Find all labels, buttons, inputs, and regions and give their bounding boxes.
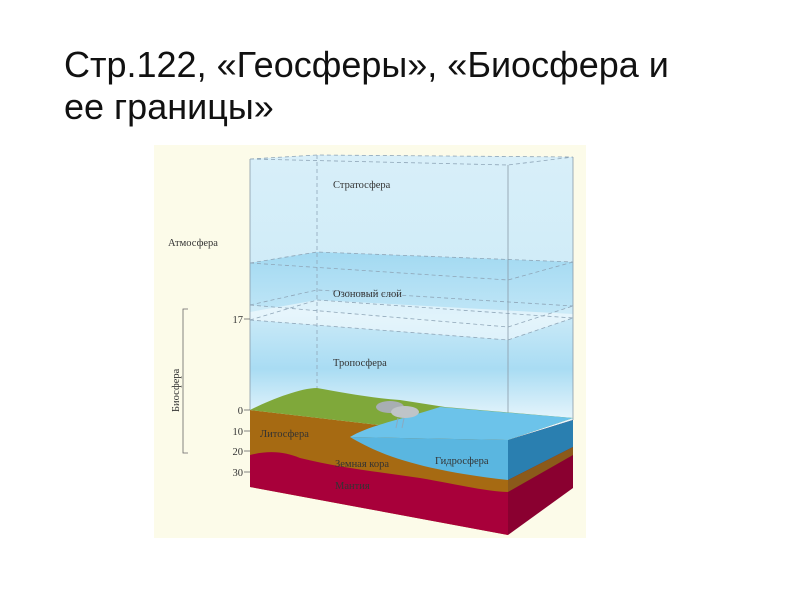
water-side <box>508 420 573 480</box>
label-earth-crust: Земная кора <box>335 459 389 470</box>
seabed-side <box>508 447 573 492</box>
ocean-front <box>350 437 508 480</box>
mantle-front <box>250 452 508 535</box>
biosphere-bracket <box>182 308 188 454</box>
label-atmosphere: Атмосфера <box>168 238 218 249</box>
label-stratosphere: Стратосфера <box>333 180 391 191</box>
cloud-icon <box>376 401 419 429</box>
tick-10: 10 <box>233 427 244 438</box>
title-line-1: Стр.122, «Геосферы», «Биосфера и <box>64 44 669 85</box>
label-biosphere: Биосфера <box>171 368 182 412</box>
label-troposphere: Тропосфера <box>333 358 387 369</box>
box-dashed-edges <box>249 154 574 388</box>
box-solid-edges <box>249 157 574 440</box>
label-hydrosphere: Гидросфера <box>435 456 489 467</box>
tick-30: 30 <box>233 468 244 479</box>
ozone-lower-band <box>250 300 573 340</box>
label-lithosphere: Литосфера <box>260 429 309 440</box>
tick-17: 17 <box>233 315 244 326</box>
tick-0: 0 <box>238 406 243 417</box>
title-line-2: ее границы» <box>64 86 274 127</box>
ocean-surface <box>350 407 573 440</box>
slide-title: Стр.122, «Геосферы», «Биосфера и ее гран… <box>64 44 764 128</box>
label-mantle: Мантия <box>335 481 370 492</box>
scale-tick-marks <box>244 318 250 473</box>
tick-20: 20 <box>233 447 244 458</box>
label-ozone-layer: Озоновый слой <box>333 289 402 300</box>
